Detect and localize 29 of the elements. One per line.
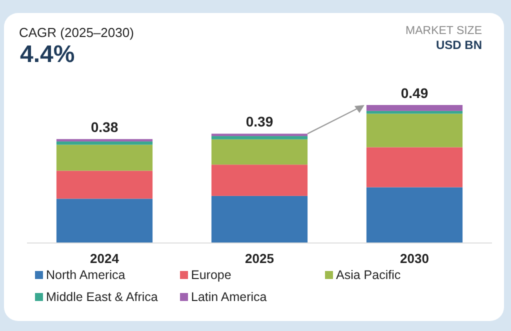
text: MARKET SIZE — [406, 25, 482, 37]
annotation: 0.38 — [90, 119, 118, 136]
legend-label: North America — [46, 268, 126, 282]
bar — [56, 170, 153, 199]
annotation: 0.39 — [246, 114, 274, 130]
bar — [366, 114, 463, 148]
legend-label: Europe — [191, 268, 232, 282]
legend-label: Latin America — [191, 290, 267, 304]
x-tick-label: 2025 — [245, 251, 274, 266]
bar — [366, 105, 463, 111]
bar — [366, 110, 463, 114]
bar — [56, 141, 153, 145]
bar — [366, 187, 463, 243]
bar — [211, 139, 308, 165]
bar — [366, 147, 463, 188]
text: 4.4% — [20, 41, 75, 68]
bar — [56, 198, 153, 243]
bar — [211, 196, 308, 243]
annotation: 0.49 — [400, 85, 428, 101]
bar — [211, 134, 308, 136]
bar — [56, 144, 153, 171]
text: USD BN — [436, 38, 482, 52]
legend-label: Asia Pacific — [336, 268, 401, 282]
bar — [211, 164, 308, 196]
text: CAGR (2025–2030) — [19, 25, 134, 40]
bar — [211, 136, 308, 140]
legend-label: Middle East & Africa — [46, 290, 158, 304]
x-tick-label: 2030 — [400, 251, 429, 266]
x-tick-label: 2024 — [90, 251, 120, 266]
